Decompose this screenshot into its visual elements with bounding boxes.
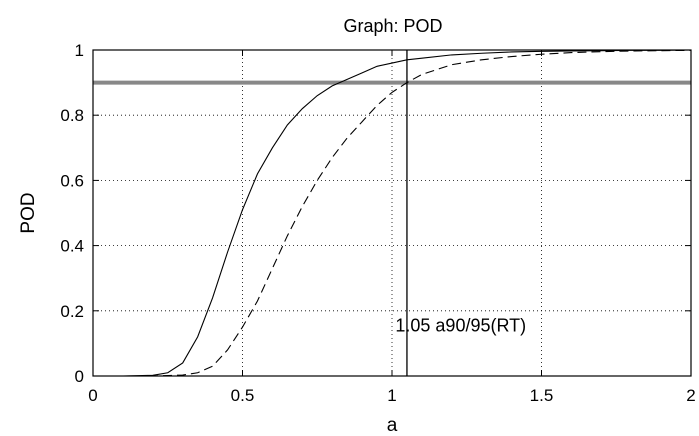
x-tick-label: 2 (686, 386, 695, 405)
x-axis-label: a (387, 415, 398, 436)
y-tick-label: 0.4 (60, 237, 84, 256)
y-axis-ticks: 0 0.2 0.4 0.6 0.8 1 (60, 41, 691, 386)
x-axis-ticks: 0 0.5 1 1.5 2 (88, 50, 696, 405)
y-tick-label: 0.6 (60, 171, 84, 190)
series-line-dashed (93, 49, 692, 377)
y-tick-label: 0.2 (60, 302, 84, 321)
threshold-annotation: 1.05 a90/95(RT) (395, 315, 526, 335)
y-tick-label: 0 (75, 367, 84, 386)
reference-lines (93, 50, 691, 376)
chart-title: Graph: POD (343, 16, 442, 36)
grid (93, 50, 691, 376)
x-tick-label: 1 (387, 386, 396, 405)
y-tick-label: 0.8 (60, 106, 84, 125)
x-tick-label: 1.5 (530, 386, 554, 405)
x-tick-label: 0 (88, 386, 97, 405)
y-tick-label: 1 (75, 41, 84, 60)
series-layer (93, 49, 692, 377)
x-tick-label: 0.5 (231, 386, 255, 405)
y-axis-label: POD (18, 192, 39, 233)
series-line-solid (93, 49, 692, 377)
